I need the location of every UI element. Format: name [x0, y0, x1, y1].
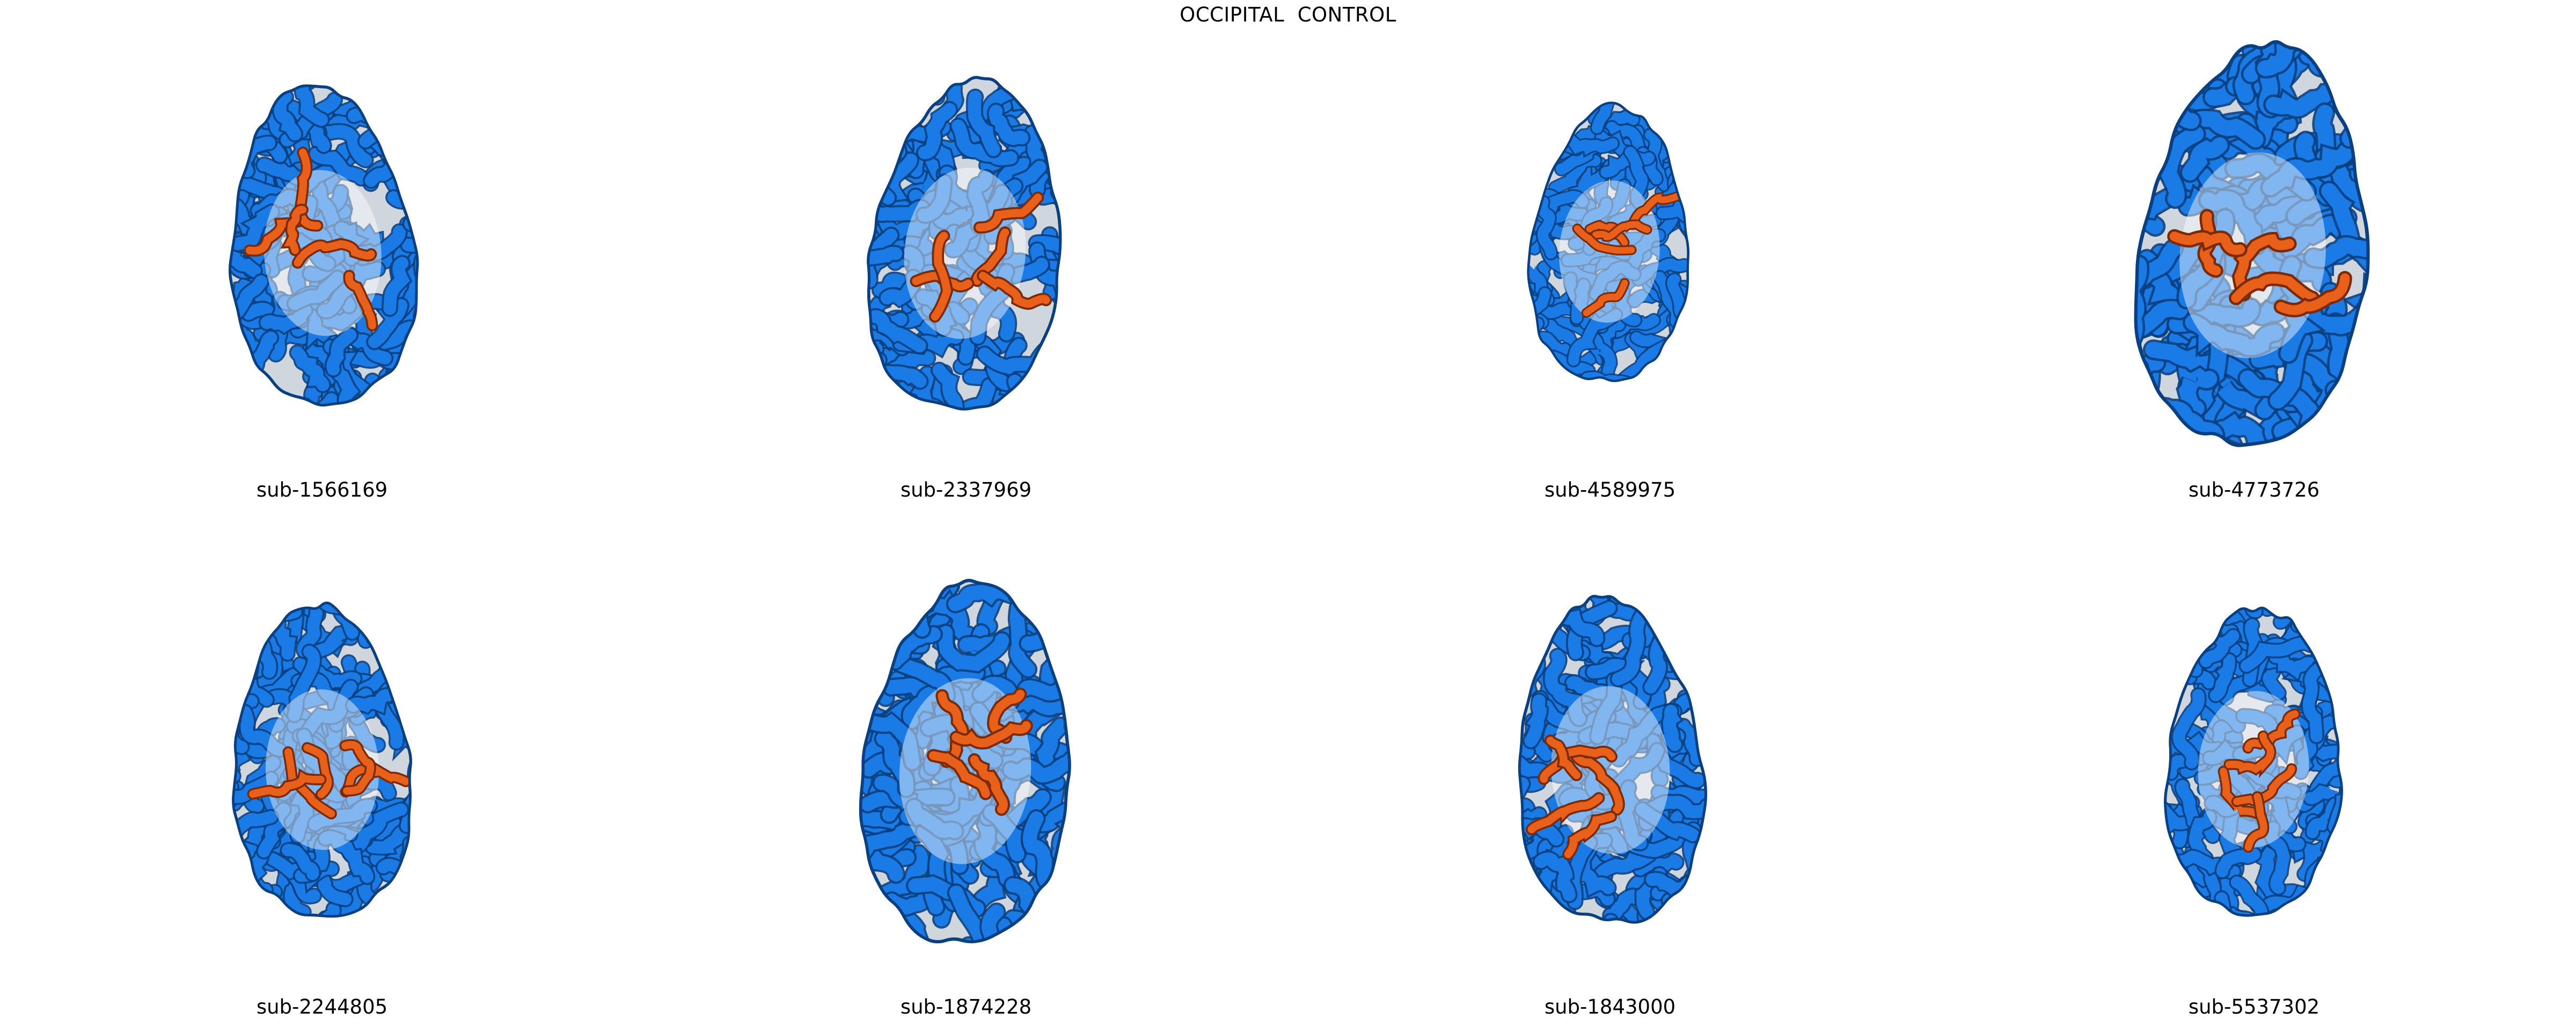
subject-label: sub-1874228	[900, 995, 1032, 1018]
subject-label: sub-2337969	[900, 478, 1032, 501]
subject-label: sub-5537302	[2188, 995, 2320, 1018]
subject-label: sub-2244805	[256, 995, 388, 1018]
subject-label: sub-4773726	[2188, 478, 2320, 501]
subject-panel: sub-2337969	[644, 0, 1288, 517]
figure-title: OCCIPITAL CONTROL	[1180, 3, 1396, 26]
brain-render-image	[2119, 30, 2391, 457]
subject-panel: sub-5537302	[1932, 517, 2576, 1034]
subject-label: sub-1843000	[1544, 995, 1676, 1018]
subject-label: sub-1566169	[256, 478, 388, 501]
subject-panel: sub-4773726	[1932, 0, 2576, 517]
subject-panel: sub-4589975	[1288, 0, 1932, 517]
brain-render-image	[851, 574, 1082, 950]
brain-render-image	[853, 68, 1079, 418]
subject-panel: sub-2244805	[0, 517, 644, 1034]
brain-render-image	[1521, 98, 1700, 386]
subject-panel: sub-1843000	[1288, 517, 1932, 1034]
brain-render-image	[226, 600, 416, 920]
subject-panel: sub-1874228	[644, 517, 1288, 1034]
brain-render-image	[217, 79, 427, 411]
subject-label: sub-4589975	[1544, 478, 1676, 501]
subject-panel: sub-1566169	[0, 0, 644, 517]
brain-render-image	[1511, 591, 1713, 928]
brain-render-image	[2159, 603, 2351, 920]
